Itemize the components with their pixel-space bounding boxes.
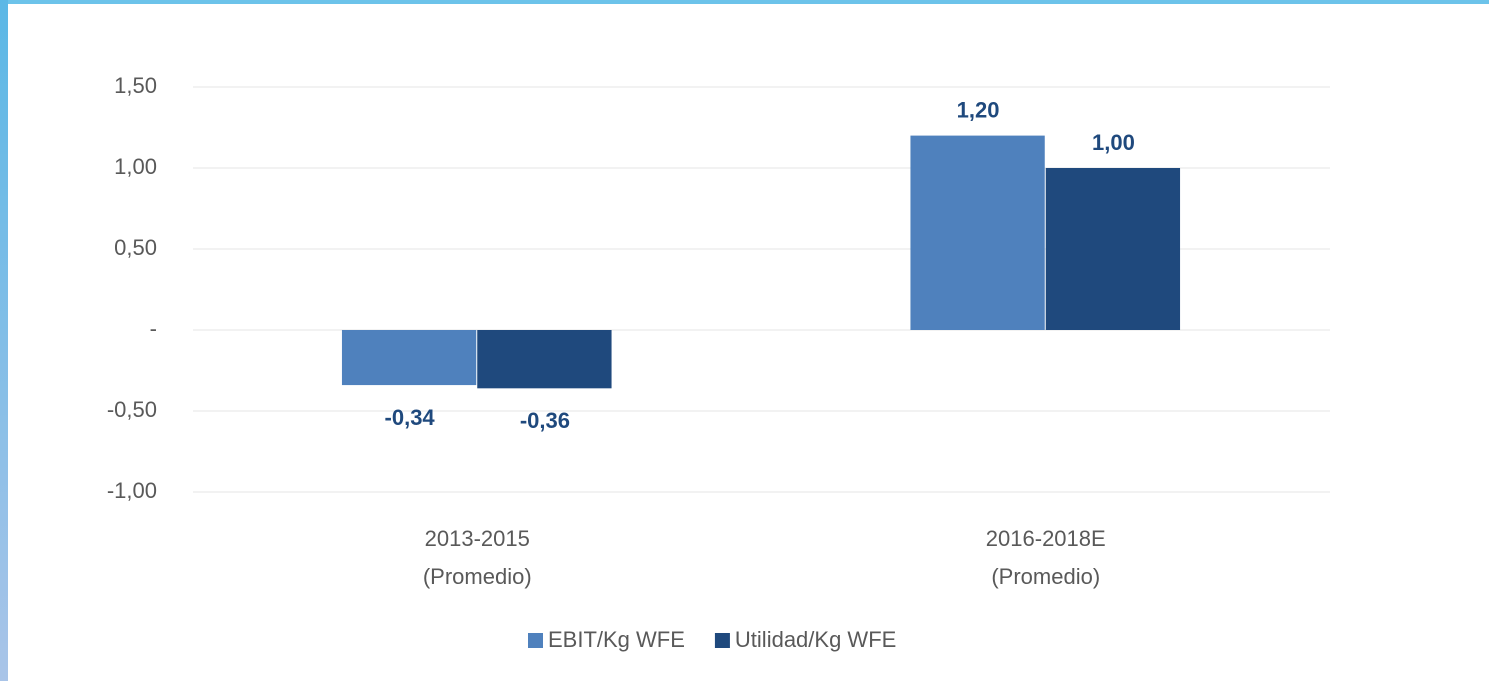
y-tick-label: 1,00 — [114, 154, 157, 179]
bar — [910, 135, 1045, 330]
y-tick-label: -1,00 — [107, 478, 157, 503]
x-tick-label: 2013-2015 (Promedio) — [423, 526, 532, 589]
y-tick-label: 1,50 — [114, 73, 157, 98]
legend-swatch — [528, 633, 543, 648]
y-tick-label: - — [150, 316, 157, 341]
legend-label: EBIT/Kg WFE — [548, 627, 685, 652]
y-tick-label: 0,50 — [114, 235, 157, 260]
legend-swatch — [714, 633, 730, 648]
x-tick-label: 2016-2018E (Promedio) — [986, 526, 1106, 589]
top-border — [0, 0, 1489, 4]
bar — [477, 330, 612, 389]
legend-label: Utilidad/Kg WFE — [735, 627, 896, 652]
left-border — [0, 0, 8, 681]
value-label: -0,36 — [520, 408, 570, 433]
bar — [341, 330, 477, 386]
value-label: 1,00 — [1092, 130, 1135, 155]
y-tick-label: -0,50 — [107, 397, 157, 422]
value-label: 1,20 — [957, 97, 1000, 122]
bar — [1045, 168, 1181, 330]
value-label: -0,34 — [385, 405, 436, 430]
